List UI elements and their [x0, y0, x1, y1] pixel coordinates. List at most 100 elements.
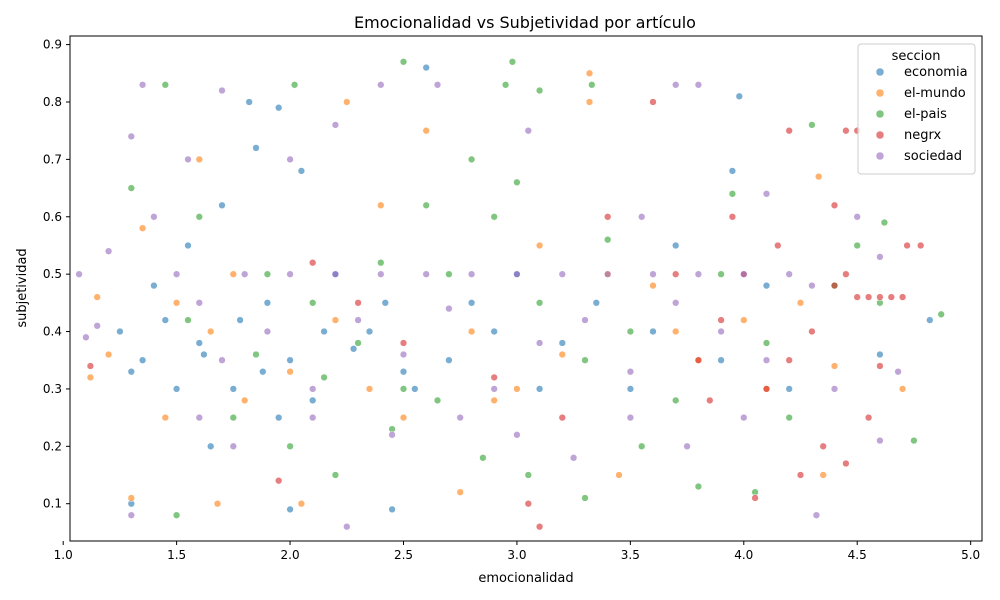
point-el-pais-16: [354, 339, 362, 347]
point-el-pais-24: [717, 270, 725, 278]
point-negrx-7: [842, 270, 850, 278]
point-economia-9: [399, 368, 408, 376]
point-negrx-38: [774, 241, 782, 250]
point-negrx-32: [399, 339, 408, 347]
point-economia-8: [365, 327, 374, 336]
point-economia-13: [275, 413, 283, 422]
point-negrx-2: [898, 293, 907, 301]
point-sociedad-16: [172, 270, 181, 278]
y-tick-label: 0.6: [43, 210, 62, 224]
point-sociedad-54: [229, 442, 237, 450]
point-el-pais-48: [184, 316, 192, 324]
point-economia-27: [558, 339, 566, 347]
point-sociedad-3: [104, 247, 113, 255]
point-sociedad-12: [812, 511, 821, 519]
point-el-mundo-1: [104, 350, 113, 359]
legend-marker-el-pais: [875, 109, 885, 119]
point-el-pais-28: [229, 413, 237, 422]
legend: seccion economia el-mundo el-pais negrx soci…: [857, 43, 976, 175]
point-negrx-14: [694, 356, 703, 364]
point-economia-10: [184, 241, 192, 250]
point-sociedad-39: [694, 270, 703, 278]
point-el-pais-2: [290, 81, 299, 89]
point-economia-41: [490, 327, 498, 336]
point-negrx-37: [830, 201, 839, 209]
y-tick-label: 0.1: [43, 497, 62, 511]
point-negrx-29: [672, 270, 680, 278]
point-sociedad-15: [127, 511, 135, 519]
point-economia-37: [349, 345, 358, 353]
point-economia-19: [728, 167, 737, 175]
point-el-pais-7: [588, 81, 596, 89]
point-economia-25: [467, 299, 476, 307]
point-sociedad-34: [581, 316, 589, 324]
points-layer: [75, 58, 945, 531]
point-sociedad-56: [388, 431, 396, 439]
point-sociedad-47: [286, 155, 294, 164]
point-sociedad-37: [649, 270, 657, 278]
point-sociedad-22: [309, 385, 317, 393]
point-economia-34: [236, 316, 244, 324]
point-sociedad-27: [422, 270, 430, 278]
point-el-pais-44: [513, 178, 521, 186]
point-el-pais-20: [535, 299, 544, 307]
y-tick-label: 0.2: [43, 439, 62, 453]
point-el-mundo-12: [513, 385, 521, 393]
point-negrx-16: [842, 459, 850, 468]
point-el-pais-35: [581, 494, 589, 502]
point-negrx-3: [887, 293, 895, 301]
point-sociedad-48: [331, 121, 340, 129]
point-el-pais-49: [467, 155, 476, 164]
point-el-pais-34: [524, 471, 532, 479]
point-sociedad-36: [626, 368, 635, 376]
point-el-pais-18: [445, 270, 453, 278]
point-sociedad-18: [218, 356, 226, 364]
point-el-mundo-31: [229, 270, 237, 278]
x-tick-label: 5.0: [961, 548, 980, 562]
point-sociedad-35: [604, 270, 612, 278]
point-sociedad-58: [513, 431, 521, 439]
point-el-mundo-2: [138, 224, 147, 232]
point-economia-45: [717, 356, 725, 364]
point-economia-12: [252, 144, 260, 152]
y-tick-label: 0.9: [43, 38, 62, 52]
point-sociedad-53: [195, 413, 203, 422]
point-sociedad-25: [377, 270, 385, 278]
point-economia-5: [286, 356, 294, 364]
point-el-mundo-24: [819, 471, 827, 479]
point-sociedad-26: [399, 350, 408, 359]
point-negrx-33: [490, 373, 498, 382]
point-negrx-21: [785, 127, 793, 135]
point-economia-28: [626, 385, 635, 393]
point-sociedad-46: [184, 155, 192, 164]
point-sociedad-5: [138, 81, 147, 89]
point-el-mundo-0: [86, 373, 95, 382]
point-negrx-25: [819, 442, 827, 450]
point-negrx-34: [558, 413, 566, 422]
point-negrx-20: [649, 98, 657, 106]
point-negrx-19: [535, 523, 544, 531]
x-tick-label: 3.5: [621, 548, 640, 562]
point-economia-4: [263, 299, 272, 307]
point-sociedad-49: [524, 127, 532, 135]
point-sociedad-20: [263, 327, 272, 336]
point-el-mundo-29: [740, 316, 748, 324]
point-el-mundo-32: [365, 385, 374, 393]
point-economia-21: [388, 505, 396, 514]
point-negrx-5: [864, 293, 873, 301]
point-el-mundo-28: [649, 281, 657, 290]
point-negrx-4: [876, 293, 884, 301]
point-el-mundo-37: [93, 293, 101, 301]
point-el-mundo-16: [815, 172, 823, 181]
point-el-pais-29: [286, 442, 294, 450]
point-el-pais-4: [508, 58, 517, 66]
point-negrx-28: [604, 213, 612, 221]
point-economia-16: [245, 98, 253, 106]
point-el-pais-1: [172, 511, 181, 519]
point-el-pais-37: [694, 482, 703, 491]
point-sociedad-51: [762, 190, 771, 198]
point-sociedad-44: [808, 281, 816, 290]
point-sociedad-13: [876, 253, 884, 261]
point-sociedad-64: [894, 368, 902, 376]
point-economia-3: [229, 385, 237, 393]
